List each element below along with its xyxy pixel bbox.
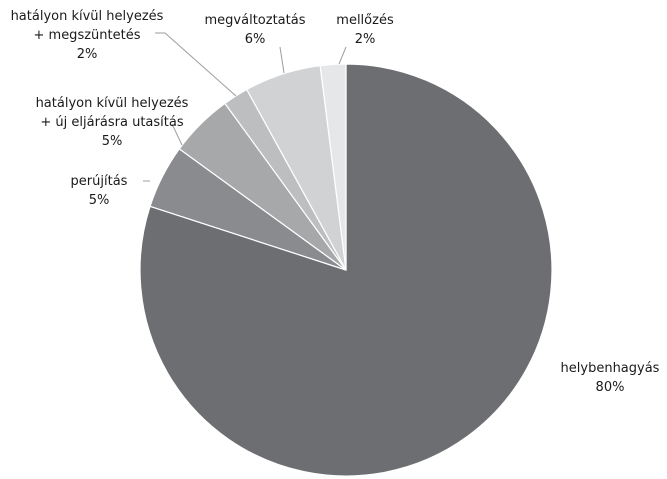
leader-line-4 [279, 46, 285, 74]
slice-label-0: helybenhagyás 80% [561, 361, 660, 395]
slice-label-2: hatályon kívül helyezés + új eljárásra ut… [36, 96, 189, 149]
slice-name-label: + megszüntetés [34, 28, 141, 43]
leader-line-5 [338, 46, 347, 65]
pie-slices [139, 63, 553, 477]
slice-name-label: hatályon kívül helyezés [36, 96, 189, 111]
pie-slice-5 [319, 63, 347, 271]
slice-value-label: 5% [102, 134, 123, 149]
slice-name-label: hatályon kívül helyezés [11, 9, 164, 24]
slice-name-label: + új eljárásra utasítás [40, 115, 183, 130]
slice-value-label: 2% [355, 32, 376, 47]
leader-line-2 [171, 123, 183, 146]
slice-label-5: mellőzés 2% [336, 13, 394, 47]
slice-label-1: perújítás 5% [71, 174, 128, 208]
slice-value-label: 2% [77, 47, 98, 62]
slice-value-label: 6% [245, 32, 266, 47]
slice-value-label: 5% [89, 193, 110, 208]
slice-label-3: hatályon kívül helyezés + megszüntetés 2% [11, 9, 164, 62]
slice-name-label: megváltoztatás [205, 13, 306, 28]
leader-lines [143, 32, 347, 182]
leader-line-3 [155, 32, 237, 97]
slice-name-label: helybenhagyás [561, 361, 660, 376]
slice-labels: helybenhagyás 80%perújítás 5%hatályon kívü… [11, 9, 660, 395]
slice-name-label: perújítás [71, 174, 128, 189]
slice-name-label: mellőzés [336, 13, 394, 28]
slice-label-4: megváltoztatás 6% [205, 13, 306, 47]
slice-value-label: 80% [596, 380, 625, 395]
